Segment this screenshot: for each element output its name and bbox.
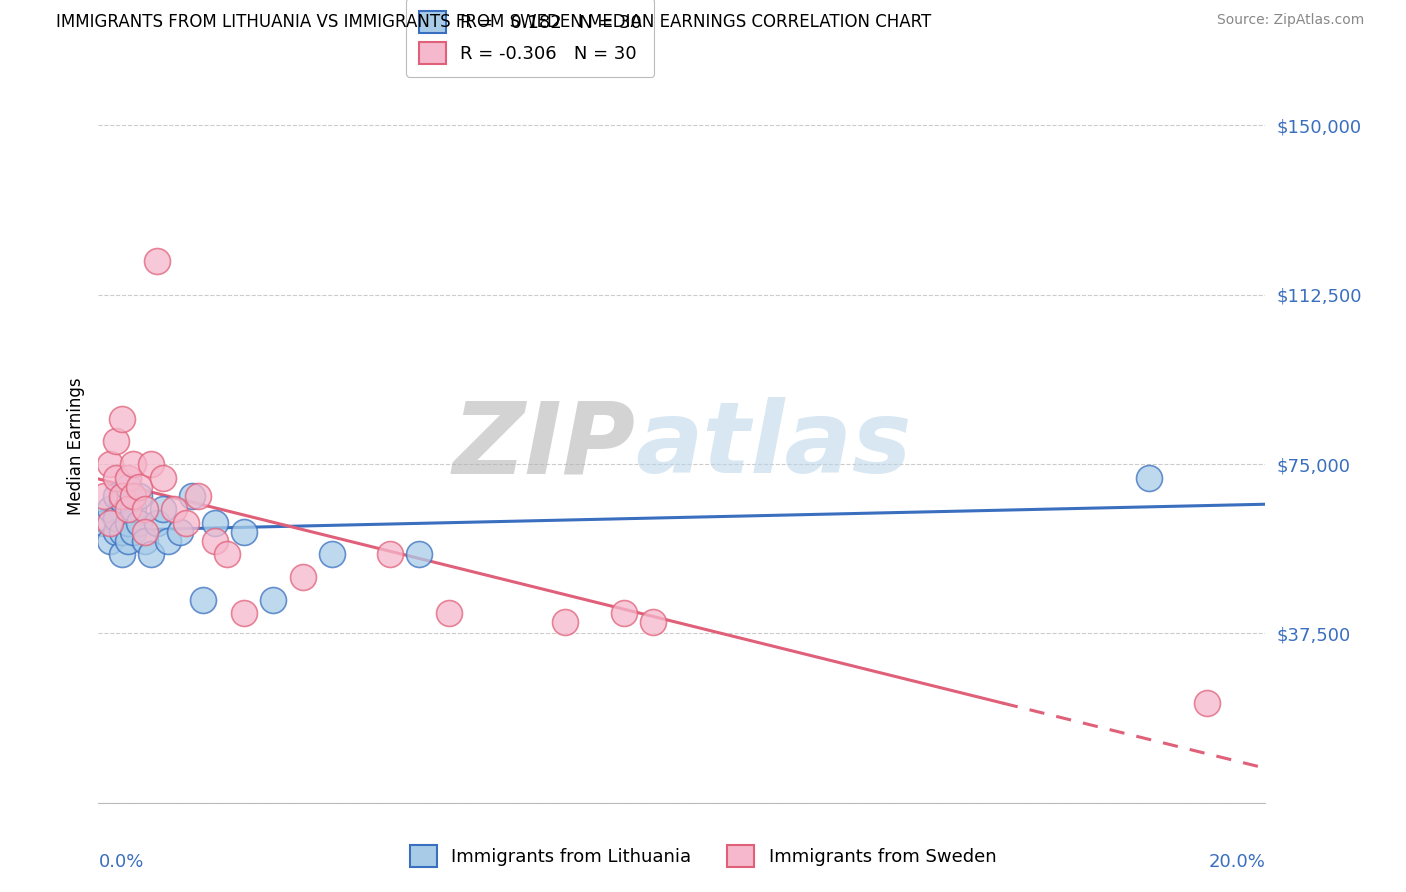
Point xyxy=(215,548,238,562)
Point xyxy=(554,615,576,629)
Point xyxy=(152,502,174,516)
Point xyxy=(117,533,139,548)
Legend: R =   0.182   N = 30, R = -0.306   N = 30: R = 0.182 N = 30, R = -0.306 N = 30 xyxy=(406,0,654,77)
Point xyxy=(98,533,121,548)
Point xyxy=(128,489,150,503)
Point xyxy=(169,524,191,539)
Point xyxy=(93,516,115,530)
Point xyxy=(163,502,186,516)
Point xyxy=(134,524,156,539)
Point xyxy=(117,516,139,530)
Point xyxy=(128,480,150,494)
Point xyxy=(117,480,139,494)
Point xyxy=(139,457,162,471)
Point xyxy=(187,489,209,503)
Point xyxy=(380,548,402,562)
Point xyxy=(204,516,226,530)
Point xyxy=(98,457,121,471)
Point xyxy=(122,502,145,516)
Text: 20.0%: 20.0% xyxy=(1209,853,1265,871)
Point xyxy=(104,524,127,539)
Point xyxy=(174,516,197,530)
Point xyxy=(117,502,139,516)
Point xyxy=(146,253,169,268)
Point xyxy=(262,592,284,607)
Point xyxy=(146,516,169,530)
Point xyxy=(291,570,314,584)
Point xyxy=(104,434,127,449)
Text: atlas: atlas xyxy=(636,398,911,494)
Point xyxy=(111,524,134,539)
Point xyxy=(437,606,460,620)
Point xyxy=(408,548,430,562)
Point xyxy=(134,533,156,548)
Point xyxy=(111,493,134,508)
Point xyxy=(233,524,256,539)
Point xyxy=(104,489,127,503)
Point xyxy=(122,457,145,471)
Point xyxy=(111,548,134,562)
Point xyxy=(134,502,156,516)
Y-axis label: Median Earnings: Median Earnings xyxy=(66,377,84,515)
Point xyxy=(139,548,162,562)
Text: Source: ZipAtlas.com: Source: ZipAtlas.com xyxy=(1216,13,1364,28)
Point xyxy=(641,615,664,629)
Point xyxy=(104,470,127,484)
Point xyxy=(157,533,180,548)
Point xyxy=(204,533,226,548)
Point xyxy=(321,548,343,562)
Point xyxy=(233,606,256,620)
Text: IMMIGRANTS FROM LITHUANIA VS IMMIGRANTS FROM SWEDEN MEDIAN EARNINGS CORRELATION : IMMIGRANTS FROM LITHUANIA VS IMMIGRANTS … xyxy=(56,13,932,31)
Point xyxy=(93,489,115,503)
Point xyxy=(612,606,634,620)
Point xyxy=(98,516,121,530)
Point xyxy=(104,511,127,525)
Point xyxy=(111,489,134,503)
Point xyxy=(152,470,174,484)
Point xyxy=(117,470,139,484)
Point xyxy=(122,524,145,539)
Text: 0.0%: 0.0% xyxy=(98,853,143,871)
Point xyxy=(1137,470,1160,484)
Point xyxy=(111,412,134,426)
Point xyxy=(1195,697,1218,711)
Text: ZIP: ZIP xyxy=(453,398,636,494)
Legend: Immigrants from Lithuania, Immigrants from Sweden: Immigrants from Lithuania, Immigrants fr… xyxy=(402,838,1004,874)
Point xyxy=(180,489,202,503)
Point xyxy=(128,516,150,530)
Point xyxy=(98,502,121,516)
Point xyxy=(122,489,145,503)
Point xyxy=(193,592,215,607)
